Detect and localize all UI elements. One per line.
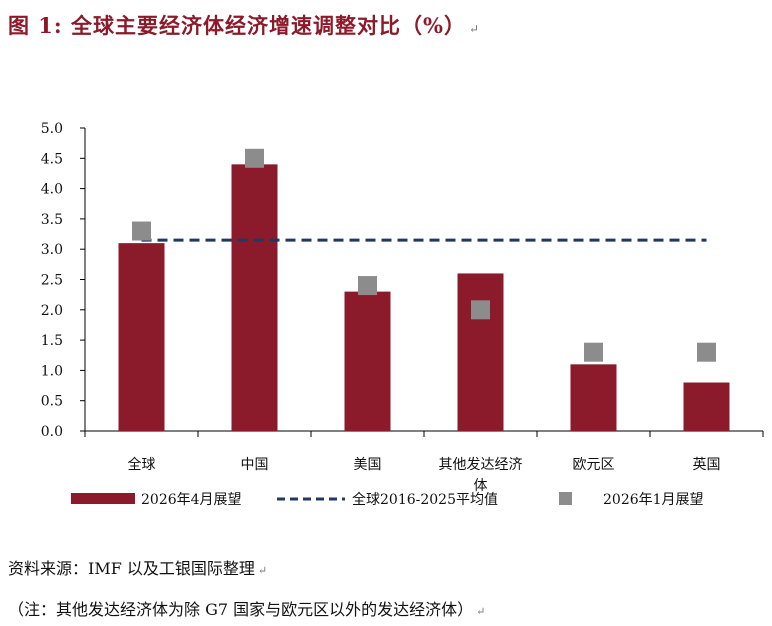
marker-point: [358, 276, 377, 296]
y-tick-label: 2.0: [41, 303, 63, 319]
y-tick-label: 2.5: [41, 273, 63, 289]
paragraph-mark-icon: ↵: [476, 605, 486, 618]
marker-point: [584, 342, 603, 362]
bar: [231, 164, 278, 432]
bar: [457, 273, 504, 431]
source-note: 资料来源：IMF 以及工银国际整理 ↵: [8, 559, 268, 578]
category-label: 全球: [128, 456, 156, 473]
category-label: 英国: [693, 456, 721, 473]
marker-point: [132, 221, 151, 241]
y-tick-label: 1.5: [41, 333, 63, 349]
marker-point: [697, 342, 716, 362]
legend-swatch-marker: [559, 492, 572, 505]
y-tick-label: 4.5: [41, 151, 63, 167]
y-tick-label: 1.0: [41, 363, 63, 379]
legend-swatch-bar: [71, 493, 135, 504]
bar: [570, 364, 617, 431]
paragraph-mark-icon: ↵: [468, 22, 481, 36]
legend-label-marker: 2026年1月展望: [603, 492, 704, 508]
legend-label-line: 全球2016-2025平均值: [352, 491, 498, 508]
category-label: 中国: [241, 457, 269, 473]
bar-chart: 0.0 0.5 1.0 1.5 2.0 2.5 3.0 3.5 4.0 4.5 5.0 全球 中国 美国 其…: [41, 121, 764, 508]
chart-title: 图 1: 全球主要经济体经济增速调整对比（%） ↵: [8, 13, 481, 38]
y-tick-label: 3.5: [41, 212, 63, 228]
marker-point: [245, 148, 264, 168]
bar: [118, 243, 165, 431]
footnote: （注：其他发达经济体为除 G7 国家与欧元区以外的发达经济体） ↵: [8, 600, 486, 619]
legend-label-bar: 2026年4月展望: [141, 492, 242, 508]
y-tick-label: 0.5: [41, 394, 63, 410]
paragraph-mark-icon: ↵: [257, 564, 268, 577]
category-label: 美国: [354, 457, 382, 473]
bar: [344, 291, 391, 431]
y-tick-label: 0.0: [41, 424, 63, 440]
y-tick-label: 4.0: [41, 182, 63, 198]
category-label: 其他发达经济体: [439, 457, 523, 494]
y-tick-label: 5.0: [41, 121, 63, 137]
marker-point: [471, 300, 490, 320]
y-tick-label: 3.0: [41, 242, 63, 258]
bar: [683, 382, 730, 431]
category-label: 欧元区: [573, 457, 615, 473]
